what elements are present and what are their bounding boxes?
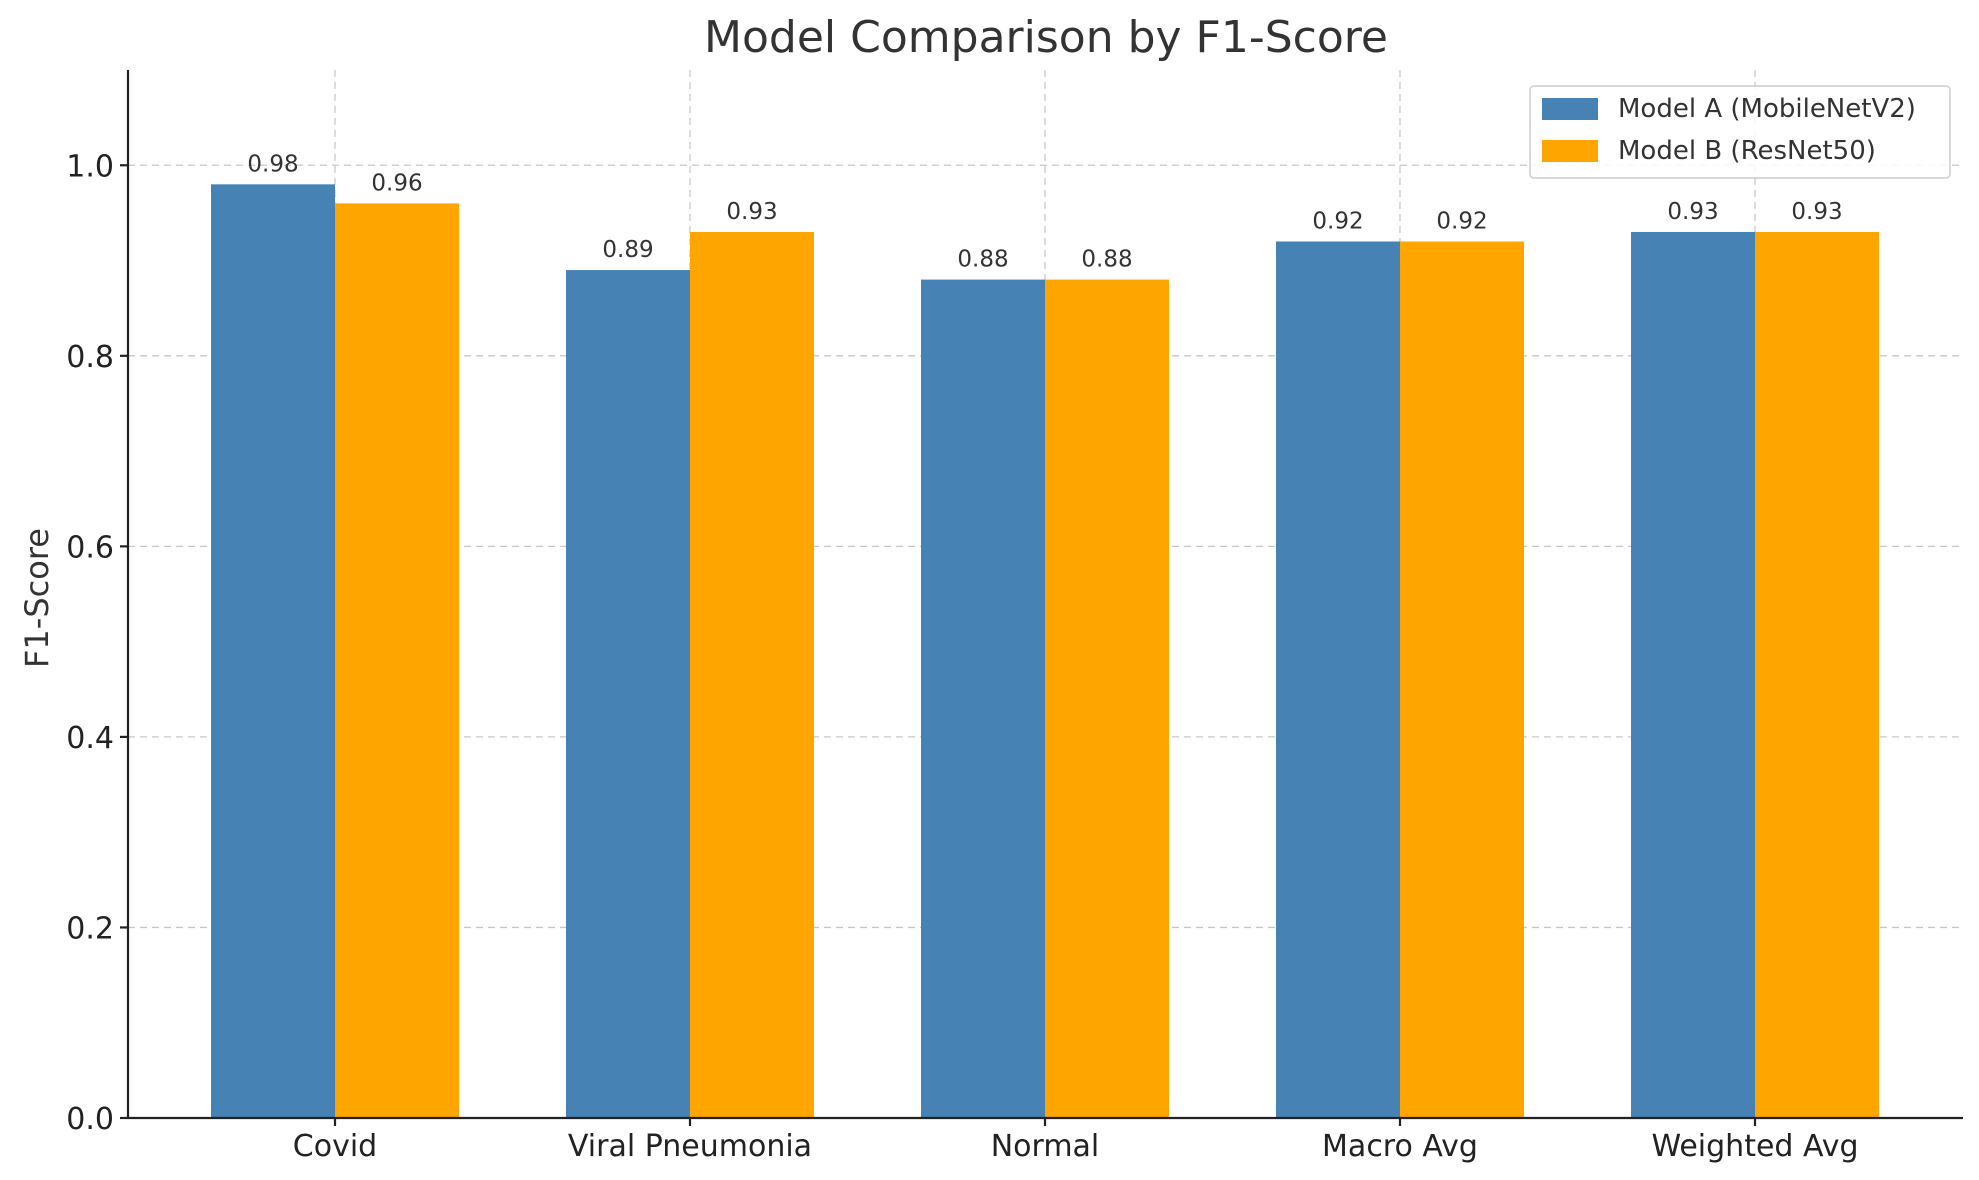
bars <box>211 184 1879 1118</box>
chart-title: Model Comparison by F1-Score <box>704 12 1388 63</box>
data-label-series-1-2: 0.88 <box>1081 247 1132 273</box>
x-tick-label-3: Macro Avg <box>1322 1129 1478 1164</box>
bar-series-1-normal <box>1045 280 1169 1118</box>
bar-series-0-macro-avg <box>1276 241 1400 1118</box>
data-label-series-0-1: 0.89 <box>602 237 653 263</box>
bar-series-0-viral-pneumonia <box>566 270 690 1118</box>
legend-label-0: Model A (MobileNetV2) <box>1618 94 1916 124</box>
data-label-series-1-1: 0.93 <box>726 199 777 225</box>
data-label-series-1-0: 0.96 <box>371 170 422 196</box>
bar-series-0-covid <box>211 184 335 1118</box>
bar-series-1-weighted-avg <box>1755 232 1879 1118</box>
x-tick-label-0: Covid <box>293 1129 377 1164</box>
legend: Model A (MobileNetV2) Model B (ResNet50) <box>1530 86 1950 178</box>
data-label-series-0-2: 0.88 <box>957 247 1008 273</box>
bar-series-0-normal <box>921 280 1045 1118</box>
data-label-series-0-0: 0.98 <box>247 151 298 177</box>
bar-series-1-covid <box>335 203 459 1118</box>
bar-series-1-macro-avg <box>1400 241 1524 1118</box>
bar-series-0-weighted-avg <box>1631 232 1755 1118</box>
legend-label-1: Model B (ResNet50) <box>1618 136 1876 166</box>
data-label-series-1-3: 0.92 <box>1436 208 1487 234</box>
data-label-series-0-3: 0.92 <box>1312 208 1363 234</box>
x-tick-label-1: Viral Pneumonia <box>568 1129 812 1164</box>
bar-series-1-viral-pneumonia <box>690 232 814 1118</box>
y-tick-label-0: 0.0 <box>66 1102 114 1137</box>
y-axis-label: F1-Score <box>18 528 56 668</box>
data-label-series-0-4: 0.93 <box>1667 199 1718 225</box>
y-tick-label-4: 0.8 <box>66 340 114 375</box>
x-tick-label-2: Normal <box>991 1129 1100 1164</box>
y-tick-label-2: 0.4 <box>66 721 114 756</box>
y-tick-label-3: 0.6 <box>66 530 114 565</box>
data-label-series-1-4: 0.93 <box>1791 199 1842 225</box>
legend-swatch-1 <box>1542 140 1598 162</box>
x-tick-label-4: Weighted Avg <box>1651 1129 1858 1164</box>
y-tick-label-1: 0.2 <box>66 911 114 946</box>
legend-swatch-0 <box>1542 98 1598 120</box>
y-tick-label-5: 1.0 <box>66 149 114 184</box>
